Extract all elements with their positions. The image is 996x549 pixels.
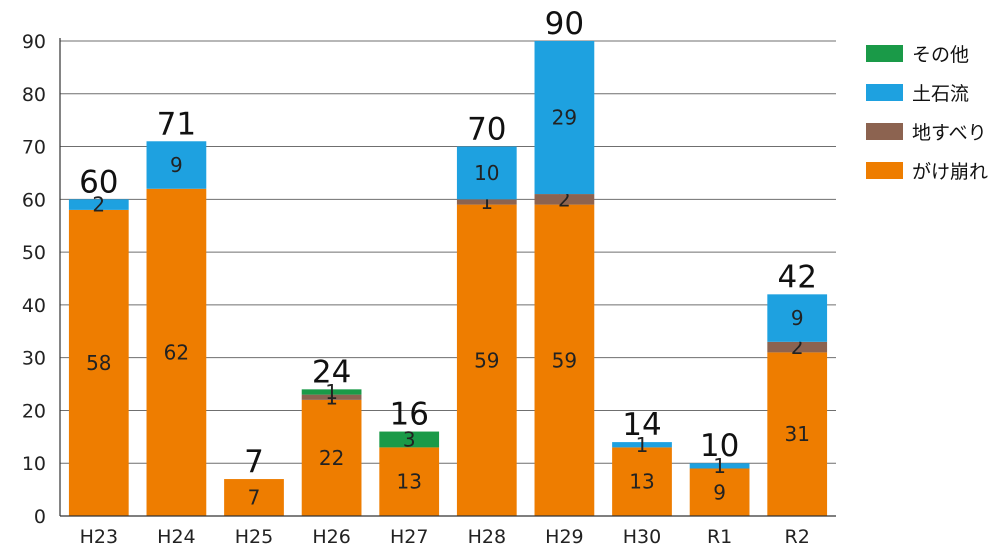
segment-value-label: 3 — [403, 427, 416, 451]
segment-value-label: 9 — [713, 480, 726, 504]
legend-label: 地すべり — [912, 122, 987, 144]
x-tick-label: H23 — [80, 526, 118, 548]
bar-segment — [689, 463, 750, 469]
legend-swatch — [866, 162, 903, 179]
segment-value-label: 13 — [629, 470, 654, 494]
bar-segment — [534, 204, 595, 516]
total-value-label: 70 — [467, 112, 506, 148]
x-tick-label: H24 — [157, 526, 195, 548]
segment-value-label: 9 — [170, 153, 183, 177]
segment-value-label: 22 — [319, 446, 344, 470]
bar-segment — [534, 41, 595, 195]
total-value-label: 16 — [389, 397, 428, 433]
total-value-label: 24 — [312, 354, 351, 390]
bar-segment — [68, 199, 129, 210]
legend-swatch — [866, 123, 903, 140]
bar-segment — [146, 188, 207, 516]
segment-value-label: 29 — [552, 106, 577, 130]
bar-segment — [689, 468, 750, 516]
segment-value-label: 1 — [636, 433, 649, 457]
y-tick-label: 60 — [22, 189, 46, 211]
segment-value-label: 9 — [791, 306, 804, 330]
segment-value-label: 10 — [474, 161, 499, 185]
total-value-label: 14 — [622, 407, 661, 443]
x-tick-label: H26 — [312, 526, 350, 548]
total-value-label: 60 — [79, 164, 118, 200]
bar-segment — [379, 431, 440, 448]
segment-value-label: 59 — [552, 348, 577, 372]
bar-segment — [456, 146, 517, 200]
segment-value-label: 59 — [474, 348, 499, 372]
total-value-label: 90 — [545, 6, 584, 42]
segment-value-label: 1 — [713, 454, 726, 478]
y-tick-label: 20 — [22, 400, 46, 422]
y-tick-label: 10 — [22, 453, 46, 475]
y-tick-label: 70 — [22, 137, 46, 159]
legend-label: 土石流 — [912, 83, 969, 105]
y-tick-label: 30 — [22, 348, 46, 370]
bar-segment — [534, 194, 595, 205]
bar-segment — [68, 209, 129, 516]
bar-segment — [456, 199, 517, 205]
total-value-label: 10 — [700, 428, 739, 464]
y-tick-label: 50 — [22, 242, 46, 264]
x-tick-label: H29 — [545, 526, 583, 548]
segment-value-label: 7 — [248, 486, 261, 510]
x-tick-label: H25 — [235, 526, 273, 548]
x-tick-label: H30 — [623, 526, 661, 548]
bar-segment — [456, 204, 517, 516]
legend-swatch — [866, 84, 903, 101]
legend-swatch — [866, 45, 903, 62]
y-tick-label: 0 — [34, 506, 46, 528]
bar-segment — [767, 352, 828, 516]
x-tick-label: H28 — [468, 526, 506, 548]
x-tick-label: H27 — [390, 526, 428, 548]
legend-label: がけ崩れ — [912, 161, 988, 183]
segment-value-label: 1 — [325, 380, 338, 404]
bar-segment — [146, 141, 207, 189]
segment-value-label: 2 — [92, 193, 105, 217]
segment-value-label: 31 — [784, 422, 809, 446]
bar-segment — [224, 479, 284, 516]
y-tick-label: 90 — [22, 31, 46, 53]
bar-segment — [301, 389, 362, 395]
bar-segment — [301, 399, 362, 516]
segment-value-label: 62 — [164, 340, 189, 364]
segment-value-label: 58 — [86, 351, 111, 375]
bar-segment — [301, 394, 362, 400]
segment-value-label: 13 — [396, 470, 421, 494]
axes: 0 10 20 30 40 50 60 70 80 90 H23 H24 H25 H26 H27 H28 H29… — [22, 31, 836, 548]
y-tick-label: 40 — [22, 295, 46, 317]
total-value-label: 71 — [157, 106, 196, 142]
x-tick-label: R2 — [785, 526, 810, 548]
y-tick-label: 80 — [22, 84, 46, 106]
bar-segment — [612, 442, 672, 448]
legend-label: その他 — [912, 44, 969, 66]
bar-segment — [767, 341, 828, 353]
bar-segment — [767, 294, 828, 342]
bar-segment — [379, 447, 440, 516]
x-tick-label: R1 — [707, 526, 732, 548]
bar-segment — [612, 447, 672, 516]
total-value-label: 7 — [244, 444, 264, 480]
total-value-label: 42 — [777, 259, 816, 295]
